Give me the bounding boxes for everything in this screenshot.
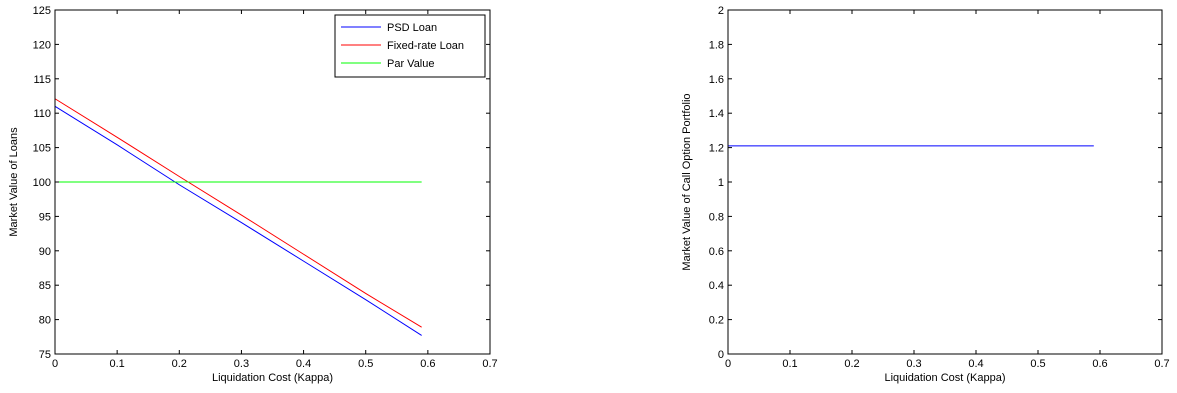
x-tick-label: 0.2 <box>844 358 859 370</box>
y-tick-label: 1.8 <box>709 39 724 51</box>
y-axis-label: Market Value of Loans <box>8 127 20 237</box>
y-axis-label: Market Value of Call Option Portfolio <box>681 93 693 270</box>
x-tick-label: 0.4 <box>296 358 311 370</box>
y-tick-label: 85 <box>39 280 51 292</box>
x-axis-label: Liquidation Cost (Kappa) <box>212 372 333 384</box>
y-tick-label: 125 <box>33 5 51 17</box>
y-tick-label: 0.6 <box>709 246 724 258</box>
x-tick-label: 0.6 <box>420 358 435 370</box>
x-tick-label: 0.1 <box>109 358 124 370</box>
y-tick-label: 0 <box>718 349 724 361</box>
y-tick-label: 105 <box>33 143 51 155</box>
legend-entry-label: Par Value <box>387 58 435 70</box>
y-tick-label: 75 <box>39 349 51 361</box>
y-tick-label: 2 <box>718 5 724 17</box>
x-tick-label: 0.7 <box>1154 358 1169 370</box>
y-tick-label: 110 <box>33 108 51 120</box>
y-tick-label: 80 <box>39 315 51 327</box>
x-tick-label: 0 <box>52 358 58 370</box>
x-tick-label: 0.5 <box>1030 358 1045 370</box>
legend-entry-label: PSD Loan <box>387 22 437 34</box>
x-tick-label: 0 <box>725 358 731 370</box>
legend: PSD Loan Fixed-rate Loan Par Value <box>334 14 486 78</box>
y-tick-label: 115 <box>33 74 51 86</box>
x-tick-label: 0.6 <box>1092 358 1107 370</box>
x-tick-label: 0.1 <box>782 358 797 370</box>
chart-2: 0 0.1 0.2 0.3 0.4 0.5 0.6 0.7 0 0.2 0.4 0.6 0.8 1 1.2 1… <box>681 5 1170 384</box>
chart-1: 0 0.1 0.2 0.3 0.4 0.5 0.6 0.7 75 80 85 90 95 100 105 11… <box>8 5 498 384</box>
legend-box <box>334 14 486 78</box>
y-tick-label: 90 <box>39 246 51 258</box>
y-tick-label: 1.2 <box>709 143 724 155</box>
x-axis-label: Liquidation Cost (Kappa) <box>884 372 1005 384</box>
series-line-psd-loan <box>54 105 422 336</box>
x-tick-label: 0.7 <box>482 358 497 370</box>
y-tick-label: 100 <box>33 177 51 189</box>
y-tick-label: 120 <box>33 39 51 51</box>
series-line-fixed-rate-loan <box>54 98 422 328</box>
y-tick-label: 0.4 <box>709 280 724 292</box>
x-tick-label: 0.3 <box>906 358 921 370</box>
legend-entry-label: Fixed-rate Loan <box>387 40 464 52</box>
y-tick-label: 95 <box>39 211 51 223</box>
plot-frame <box>727 9 1163 355</box>
x-tick-label: 0.3 <box>234 358 249 370</box>
y-tick-label: 1.6 <box>709 74 724 86</box>
y-tick-label: 0.8 <box>709 211 724 223</box>
y-tick-label: 1 <box>718 177 724 189</box>
x-tick-label: 0.5 <box>358 358 373 370</box>
x-tick-label: 0.2 <box>172 358 187 370</box>
y-tick-label: 0.2 <box>709 315 724 327</box>
x-tick-label: 0.4 <box>968 358 983 370</box>
y-tick-label: 1.4 <box>709 108 724 120</box>
